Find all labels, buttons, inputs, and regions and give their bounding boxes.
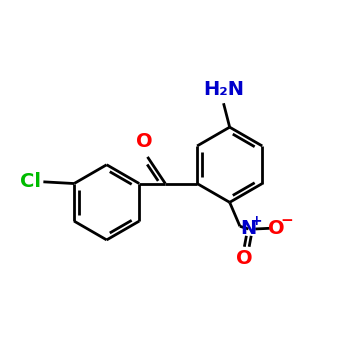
Text: O: O [236,249,253,268]
Text: O: O [268,219,285,238]
Text: N: N [240,219,257,238]
Text: +: + [250,215,262,229]
Text: Cl: Cl [20,172,41,191]
Text: −: − [280,213,293,228]
Text: H₂N: H₂N [203,80,244,99]
Text: O: O [136,132,153,152]
